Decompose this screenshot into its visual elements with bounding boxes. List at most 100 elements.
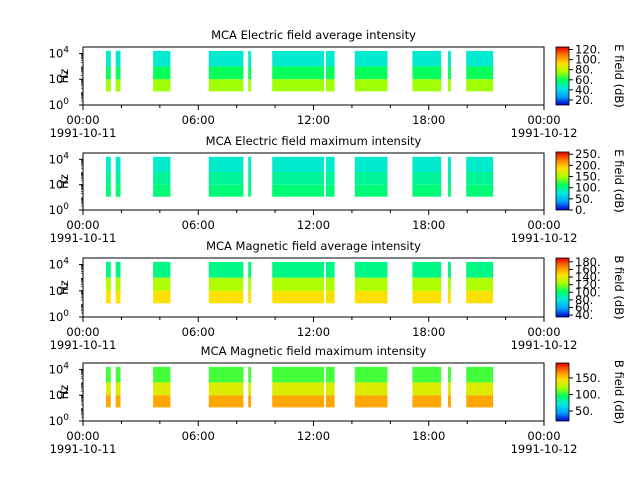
data-block	[208, 277, 244, 291]
panel-3: MCA Magnetic field average intensity 00:0…	[49, 239, 626, 352]
data-block	[466, 395, 494, 408]
data-block	[248, 79, 252, 92]
data-block	[448, 261, 451, 278]
data-block	[466, 50, 494, 67]
colorbar-tick-label: 40.	[575, 83, 593, 97]
x-tick-label: 18:00	[412, 325, 445, 339]
x-date-label: 1991-10-12	[511, 231, 578, 245]
data-block	[354, 366, 388, 383]
data-block	[412, 395, 442, 408]
data-block	[466, 290, 494, 304]
data-block	[354, 66, 388, 80]
colorbar-tick-label: 100.	[575, 387, 601, 401]
colorbar-tick-label: 60.	[575, 300, 593, 314]
colorbar	[555, 46, 570, 106]
data-block	[106, 79, 111, 92]
panel-title: MCA Magnetic field average intensity	[206, 239, 421, 253]
data-block	[115, 172, 121, 185]
x-tick-label: 18:00	[412, 429, 445, 443]
data-block	[466, 156, 494, 172]
colorbar-tick-label: 140.	[575, 270, 601, 284]
data-block	[208, 184, 244, 197]
colorbar-tick-label: 80.	[575, 293, 593, 307]
x-tick-label: 12:00	[297, 429, 330, 443]
colorbar-tick-label: 120.	[575, 278, 601, 292]
data-block	[326, 66, 335, 80]
data-block	[354, 79, 388, 92]
data-block	[412, 79, 442, 92]
data-block	[412, 382, 442, 396]
data-block	[106, 366, 111, 383]
data-block	[208, 79, 244, 92]
x-tick-label: 12:00	[297, 218, 330, 232]
x-date-label: 1991-10-11	[50, 442, 117, 456]
colorbar	[555, 151, 570, 211]
data-block	[448, 290, 451, 304]
data-block	[208, 172, 244, 185]
data-block	[412, 261, 442, 278]
colorbar-tick-label: 150.	[575, 170, 601, 184]
data-block	[115, 382, 121, 396]
data-block	[412, 172, 442, 185]
colorbar-tick-label: 50.	[575, 192, 593, 206]
data-block	[272, 50, 325, 67]
panel-4: MCA Magnetic field maximum intensity 00:0…	[49, 344, 626, 456]
data-block	[326, 366, 335, 383]
data-block	[153, 366, 171, 383]
data-block	[466, 277, 494, 291]
y-tick-label: 102	[49, 177, 69, 192]
data-block	[106, 66, 111, 80]
data-block	[448, 277, 451, 291]
data-block	[272, 366, 325, 383]
data-block	[115, 277, 121, 291]
x-tick-label: 06:00	[182, 113, 215, 127]
data-block	[208, 50, 244, 67]
panel-title: MCA Electric field maximum intensity	[206, 134, 422, 148]
y-tick-label: 104	[49, 45, 70, 60]
data-block	[354, 382, 388, 396]
colorbar-label: B field (dB)	[612, 360, 626, 424]
data-block	[412, 66, 442, 80]
x-date-label: 1991-10-12	[511, 338, 578, 352]
data-block	[448, 79, 451, 92]
colorbar-tick-label: 100.	[575, 285, 601, 299]
x-tick-label: 00:00	[66, 429, 99, 443]
data-block	[208, 156, 244, 172]
data-block	[448, 366, 451, 383]
data-block	[448, 382, 451, 396]
data-block	[326, 382, 335, 396]
data-block	[208, 290, 244, 304]
colorbar-tick-label: 50.	[575, 404, 593, 418]
data-block	[153, 79, 171, 92]
data-block	[466, 79, 494, 92]
data-block	[326, 290, 335, 304]
data-block	[466, 66, 494, 80]
data-block	[272, 277, 325, 291]
y-axis-label: Hz	[57, 69, 71, 84]
data-block	[326, 79, 335, 92]
colorbar-tick-label: 60.	[575, 73, 593, 87]
data-block	[326, 395, 335, 408]
colorbar-tick-label: 250.	[575, 147, 601, 161]
data-block	[354, 172, 388, 185]
data-block	[248, 290, 252, 304]
data-block	[153, 290, 171, 304]
colorbar-tick-label: 180.	[575, 255, 601, 269]
data-block	[448, 156, 451, 172]
data-block	[106, 277, 111, 291]
data-block	[326, 172, 335, 185]
data-block	[248, 50, 252, 67]
data-block	[153, 261, 171, 278]
colorbar	[555, 362, 570, 422]
data-block	[208, 395, 244, 408]
colorbar-tick-label: 160.	[575, 262, 601, 276]
data-block	[326, 261, 335, 278]
data-block	[115, 261, 121, 278]
y-tick-label: 102	[49, 71, 69, 86]
data-block	[153, 184, 171, 197]
y-tick-label: 100	[49, 413, 70, 428]
data-block	[153, 382, 171, 396]
data-block	[448, 172, 451, 185]
data-block	[106, 50, 111, 67]
data-block	[412, 184, 442, 197]
